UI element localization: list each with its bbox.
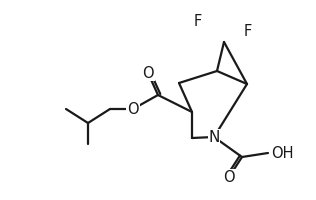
Text: O: O (142, 66, 154, 81)
Text: O: O (127, 102, 139, 117)
Text: OH: OH (271, 146, 293, 161)
Text: O: O (223, 170, 235, 185)
Text: F: F (244, 24, 252, 39)
Text: F: F (194, 14, 202, 29)
Text: N: N (208, 130, 220, 145)
